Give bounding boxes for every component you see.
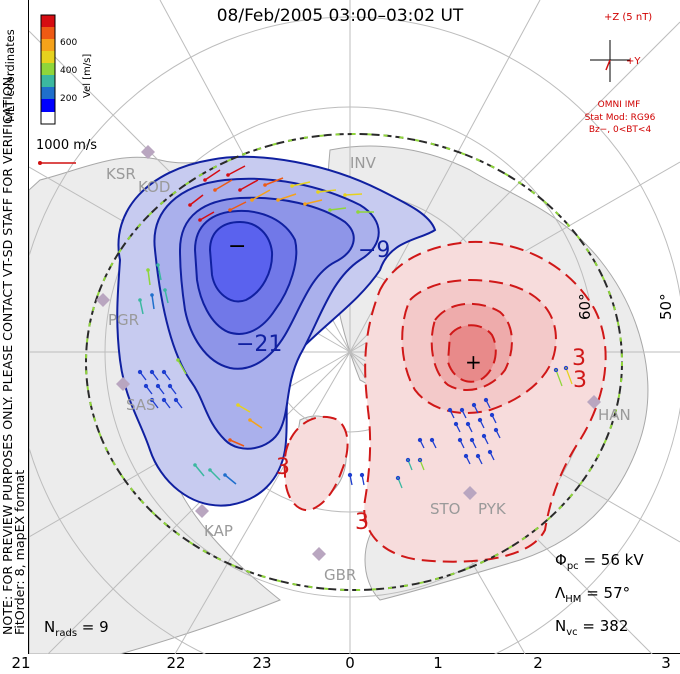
vector-count: Nvc = 382	[555, 617, 628, 638]
potential-max-marker: +	[465, 350, 482, 374]
contour-label-pos3-d: 3	[355, 510, 369, 535]
imf-model: Stat Mod: RG96	[584, 113, 656, 123]
lambda-subscript: HM	[565, 594, 582, 605]
radar-count: Nrads = 9	[44, 618, 109, 639]
colorbar-label: Vel [m/s]	[82, 53, 93, 98]
station-inv: INV	[350, 154, 376, 172]
mlt-tick-0: 0	[345, 654, 355, 672]
phi-symbol: Φ	[555, 551, 567, 569]
nrads-subscript: rads	[55, 628, 78, 639]
coordinates-label: MLT coordinates	[3, 29, 17, 122]
nrads-symbol: N	[44, 618, 56, 636]
station-pgr: PGR	[108, 311, 140, 329]
velocity-vectors-dusk	[138, 165, 374, 485]
contour-label-neg9: −9	[358, 238, 391, 263]
hm-latitude: ΛHM = 57°	[555, 584, 630, 605]
colorbar-tick-400: 400	[60, 66, 78, 76]
contour-label-pos3-b: 3	[573, 368, 587, 393]
velocity-colorbar	[40, 14, 56, 125]
station-sto: STO	[430, 500, 461, 518]
imf-z-label: +Z (5 nT)	[604, 12, 653, 23]
nrads-value: = 9	[77, 618, 109, 636]
scale-vector-label: 1000 m/s	[36, 138, 98, 153]
colorbar-tick-200: 200	[60, 94, 78, 104]
lambda-value: = 57°	[581, 584, 631, 602]
colorbar-tick-600: 600	[60, 38, 78, 48]
contour-label-neg21: −21	[236, 332, 283, 357]
contour-label-pos3-a: 3	[572, 346, 586, 371]
phi-subscript: pc	[566, 561, 579, 572]
imf-condition: Bz−, 0<BT<4	[588, 125, 652, 135]
positive-contour-4	[446, 324, 497, 383]
plot-frame	[28, 0, 680, 654]
station-sas: SAS	[126, 396, 156, 414]
positive-contour-left	[283, 415, 349, 512]
phi-value: = 56 kV	[578, 551, 644, 569]
scale-vector	[38, 161, 76, 165]
imf-y-label: +Y	[626, 56, 641, 67]
nvc-symbol: N	[555, 617, 567, 635]
potential-min-marker: −	[228, 234, 247, 259]
station-pyk: PYK	[478, 500, 506, 518]
mlt-tick-21: 21	[11, 654, 31, 672]
station-gbr: GBR	[324, 566, 357, 584]
lambda-symbol: Λ	[555, 584, 566, 602]
mlt-tick-2: 2	[533, 654, 543, 672]
station-ksr: KSR	[106, 165, 136, 183]
imf-clock	[590, 40, 630, 82]
mlt-tick-1: 1	[433, 654, 443, 672]
nvc-subscript: vc	[566, 627, 578, 638]
mlt-tick-23: 23	[252, 654, 272, 672]
mlt-tick-3: 3	[661, 654, 671, 672]
map-title: 08/Feb/2005 03:00–03:02 UT	[216, 6, 464, 26]
latitude-label-60: 60°	[576, 293, 594, 320]
heppner-maynard-boundary-green	[85, 133, 623, 591]
station-kap: KAP	[204, 522, 233, 540]
station-markers	[96, 145, 601, 561]
fit-order-note: FitOrder: 8, mapEX format	[12, 469, 27, 635]
negative-contour-5	[208, 220, 274, 303]
negative-potential-cell	[116, 155, 437, 507]
latitude-label-50: 50°	[657, 293, 675, 320]
nvc-value: = 382	[577, 617, 629, 635]
cross-polar-potential: Φpc = 56 kV	[555, 551, 644, 572]
station-han: HAN	[598, 406, 631, 424]
station-kod: KOD	[138, 178, 171, 196]
velocity-vectors-blue-cluster	[137, 369, 183, 409]
imf-source: OMNI IMF	[597, 100, 641, 110]
velocity-vectors-dawn	[347, 365, 573, 489]
contour-label-pos3-c: 3	[276, 455, 290, 480]
mlt-tick-22: 22	[166, 654, 186, 672]
